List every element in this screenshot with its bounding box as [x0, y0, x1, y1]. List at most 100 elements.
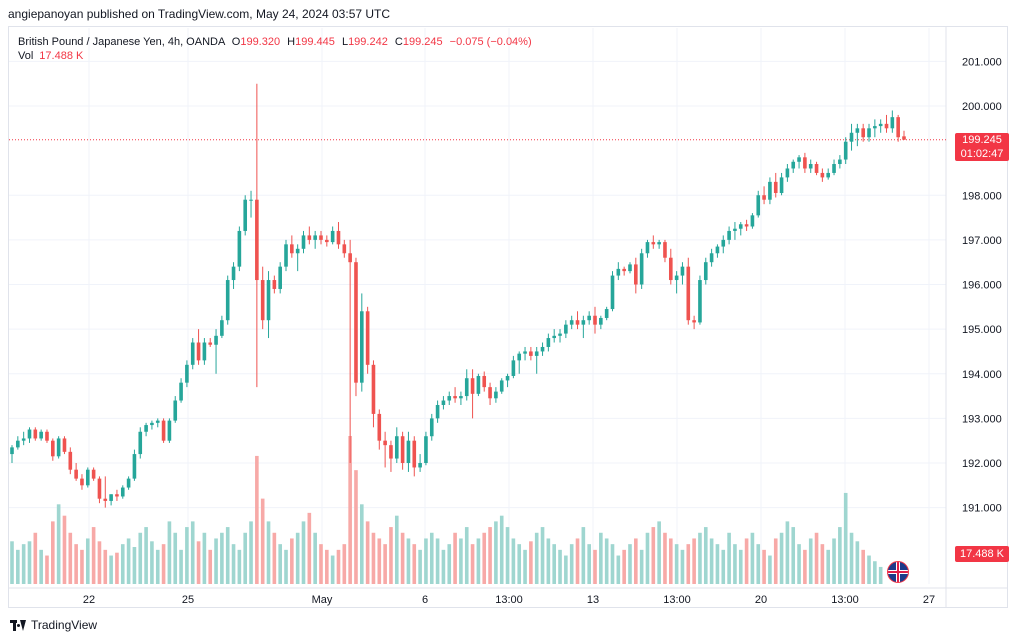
candle-body [692, 320, 696, 323]
candle-body [797, 157, 801, 162]
candle-body [768, 181, 772, 200]
volume-bar [272, 532, 277, 584]
candle-body [325, 239, 329, 243]
candle-body [278, 266, 282, 289]
volume-bar [424, 538, 428, 584]
volume-bar [651, 527, 656, 584]
candle-body [849, 132, 854, 142]
candle-body [377, 413, 382, 441]
volume-bar [138, 532, 143, 584]
publisher-line: angiepanoyan published on TradingView.co… [8, 7, 391, 21]
volume-bar [529, 541, 533, 584]
candle-body [645, 242, 650, 254]
footer-brand[interactable]: TradingView [10, 618, 97, 632]
candle-body [196, 342, 201, 361]
volume-bar [185, 527, 189, 584]
volume-bar [161, 544, 166, 584]
candle-body [220, 320, 224, 336]
volume-value: 17.488 K [39, 50, 84, 62]
volume-bar [628, 544, 632, 584]
volume-bar [155, 549, 160, 584]
volume-bar [738, 549, 743, 584]
volume-legend: Vol 17.488 K [18, 50, 83, 62]
candle-body [546, 338, 551, 347]
volume-bar [622, 549, 626, 584]
candle-body [657, 242, 661, 245]
volume-bar [564, 555, 568, 584]
last-price-tag: 199.245 01:02:47 [955, 132, 1009, 161]
volume-bar [797, 544, 801, 584]
volume-bar [488, 527, 492, 584]
symbol-title[interactable]: British Pound / Japanese Yen, 4h, OANDA [18, 36, 225, 48]
candle-body [470, 378, 475, 394]
volume-bar [820, 544, 825, 584]
volume-bar [307, 512, 312, 584]
candle-body [674, 275, 679, 281]
candle-body [295, 248, 300, 254]
volume-bar [447, 544, 452, 584]
volume-bar [459, 538, 463, 584]
volume-bar [855, 541, 860, 584]
volume-bar [733, 544, 737, 584]
candle-body [826, 172, 831, 178]
candle-body [167, 420, 172, 441]
volume-label[interactable]: Vol [18, 50, 34, 62]
candlestick-chart[interactable]: 201.000 200.000 198.000 197.000 196.000 195.0… [0, 0, 1024, 612]
candle-body [33, 429, 38, 439]
volume-bar [727, 532, 731, 584]
volume-bar [581, 527, 586, 584]
high-label: H [287, 36, 296, 48]
y-tick-label: 194.000 [962, 369, 1002, 381]
candle-body [56, 438, 61, 457]
candle-body [51, 440, 55, 457]
volume-bar [721, 549, 726, 584]
chart-pane[interactable] [8, 26, 1008, 608]
candle-body [91, 469, 96, 479]
volume-bar [505, 527, 510, 584]
candle-body [523, 351, 527, 354]
candle-body [429, 418, 434, 437]
volume-bar [803, 549, 807, 584]
volume-bar [109, 555, 113, 584]
volume-bar [126, 538, 131, 584]
volume-bar [540, 527, 545, 584]
volume-bar [808, 538, 813, 584]
candle-body [120, 487, 125, 497]
candle-body [803, 157, 807, 169]
candle-body [330, 230, 335, 243]
volume-bar [85, 538, 90, 584]
volume-bar [593, 549, 597, 584]
volume-bar [494, 521, 498, 584]
close-label: C [394, 36, 403, 48]
candle-body [365, 311, 370, 365]
volume-bar [610, 544, 615, 584]
volume-bar [435, 538, 440, 584]
volume-bar [202, 532, 207, 584]
volume-bar [441, 549, 446, 584]
candle-body [569, 320, 574, 325]
volume-bar [482, 532, 487, 584]
uk-flag-icon[interactable] [887, 561, 909, 583]
candle-body [703, 262, 708, 281]
volume-bar [336, 549, 341, 584]
candle-body [208, 342, 213, 345]
volume-bar [313, 532, 317, 584]
volume-bar [45, 555, 49, 584]
brand-name: TradingView [31, 618, 98, 632]
y-tick-label: 201.000 [962, 56, 1002, 68]
x-tick-label: 13 [587, 594, 599, 606]
volume-bar [237, 549, 242, 584]
volume-bar [68, 532, 73, 584]
volume-bar [260, 498, 265, 584]
candle-body [779, 177, 784, 194]
candle-body [878, 123, 883, 127]
volume-bar [348, 436, 352, 584]
volume-bar [604, 538, 609, 584]
candle-body [855, 128, 860, 133]
low-value: 199.242 [348, 36, 388, 48]
volume-bar [91, 527, 96, 584]
candle-body [843, 141, 848, 160]
last-price-value: 199.245 [962, 133, 1002, 146]
volume-bar [511, 538, 516, 584]
candle-body [342, 244, 347, 254]
